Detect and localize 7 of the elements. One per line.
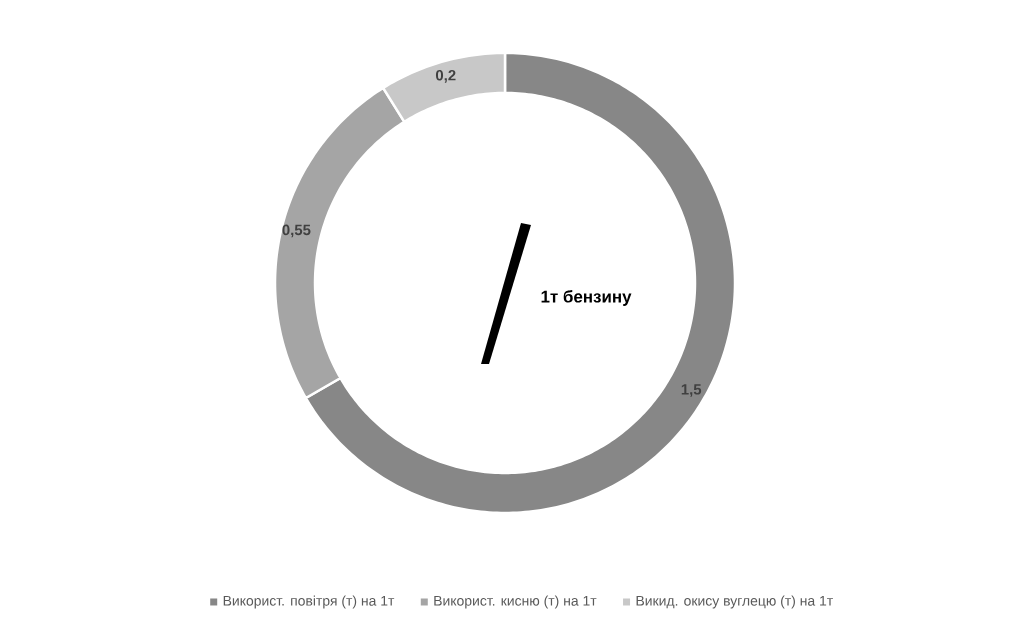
legend-label: Викид. окису вуглецю (т) на 1т — [636, 595, 833, 609]
data-label: 1,5 — [681, 384, 702, 397]
data-label: 0,55 — [282, 224, 311, 238]
legend-label: Використ. кисню (т) на 1т — [434, 595, 597, 609]
data-label: 0,2 — [435, 69, 456, 83]
text: 1т бензину — [541, 290, 632, 306]
legend-label: Використ. повітря (т) на 1т — [223, 595, 395, 609]
